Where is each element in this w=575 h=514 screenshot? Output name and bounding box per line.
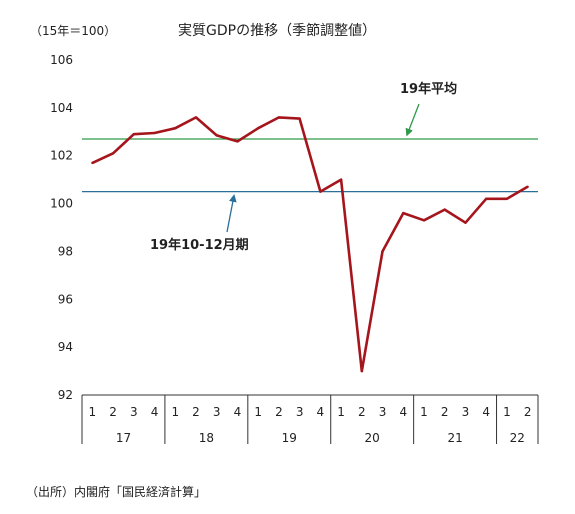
- series-point: [339, 178, 343, 181]
- series-point: [91, 161, 94, 165]
- annotation-arrow: [405, 103, 420, 137]
- x-tick-label: 4: [317, 405, 325, 419]
- y-tick-label: 102: [50, 149, 73, 163]
- x-tick-label: 3: [379, 405, 387, 419]
- y-tick-label: 104: [50, 101, 73, 115]
- x-tick-label: 1: [171, 405, 179, 419]
- year-label: 21: [447, 431, 462, 445]
- annotation-19-average: 19年平均: [400, 81, 457, 97]
- series-point: [256, 126, 260, 130]
- x-tick-label: 2: [524, 405, 532, 419]
- year-label: 17: [116, 431, 131, 445]
- y-axis-tick-labels: 92 94 96 98 100 102 104 106: [50, 53, 73, 402]
- x-tick-label: 2: [109, 405, 117, 419]
- y-tick-label: 100: [50, 197, 73, 211]
- x-tick-label: 3: [213, 405, 221, 419]
- gdp-series: [91, 116, 529, 373]
- y-tick-label: 106: [50, 53, 73, 67]
- series-point: [194, 116, 198, 119]
- x-axis: 1 2 3 4 1 2 3 4 1 2 3 4 1 2 3 4 1 2 3 4 1 217 18 19 20 21 22: [81, 394, 539, 445]
- series-point: [526, 185, 529, 189]
- series-point: [443, 208, 446, 211]
- series-point: [298, 117, 301, 120]
- series-point: [464, 221, 467, 224]
- x-tick-label: 3: [130, 405, 138, 419]
- x-tick-label: 2: [358, 405, 366, 419]
- x-tick-label: 2: [192, 405, 200, 419]
- x-tick-label: 4: [482, 405, 490, 419]
- series-line: [91, 116, 529, 373]
- series-point: [111, 152, 115, 155]
- year-label: 19: [282, 431, 297, 445]
- x-tick-label: 4: [399, 405, 407, 419]
- series-point: [153, 131, 156, 135]
- x-tick-label: 2: [275, 405, 283, 419]
- unit-label: （15年＝100）: [30, 24, 116, 38]
- x-tick-label: 1: [503, 405, 511, 419]
- series-point: [215, 134, 218, 137]
- year-label: 20: [365, 431, 380, 445]
- series-point: [174, 126, 177, 130]
- series-point: [422, 219, 426, 222]
- series-point: [236, 140, 239, 143]
- series-point: [484, 197, 488, 200]
- year-label: 22: [510, 431, 525, 445]
- source-note: （出所）内閣府「国民経済計算」: [26, 485, 207, 499]
- series-point: [402, 211, 405, 215]
- y-tick-label: 92: [58, 388, 73, 402]
- x-tick-label: 1: [89, 405, 97, 419]
- annotations: 19年平均 19年10-12月期: [150, 81, 457, 253]
- y-tick-label: 98: [58, 244, 73, 258]
- series-point: [132, 132, 136, 136]
- year-label: 18: [199, 431, 214, 445]
- x-tick-label: 1: [337, 405, 345, 419]
- annotation-19-q4: 19年10-12月期: [150, 237, 249, 253]
- x-tick-label: 2: [441, 405, 449, 419]
- x-tick-label: 1: [254, 405, 262, 419]
- chart-title: 実質GDPの推移（季節調整値）: [178, 22, 376, 39]
- series-point: [381, 250, 384, 253]
- x-tick-label: 4: [151, 405, 159, 419]
- reference-lines: [82, 138, 538, 193]
- x-tick-label: 1: [420, 405, 428, 419]
- y-tick-label: 96: [58, 292, 73, 306]
- series-point: [505, 197, 509, 200]
- x-tick-label: 4: [234, 405, 242, 419]
- y-tick-label: 94: [58, 340, 73, 354]
- series-point: [277, 116, 281, 119]
- x-tick-label: 3: [462, 405, 470, 419]
- series-point: [360, 369, 364, 373]
- annotation-arrow: [226, 194, 237, 233]
- x-tick-label: 3: [296, 405, 304, 419]
- series-point: [319, 190, 322, 193]
